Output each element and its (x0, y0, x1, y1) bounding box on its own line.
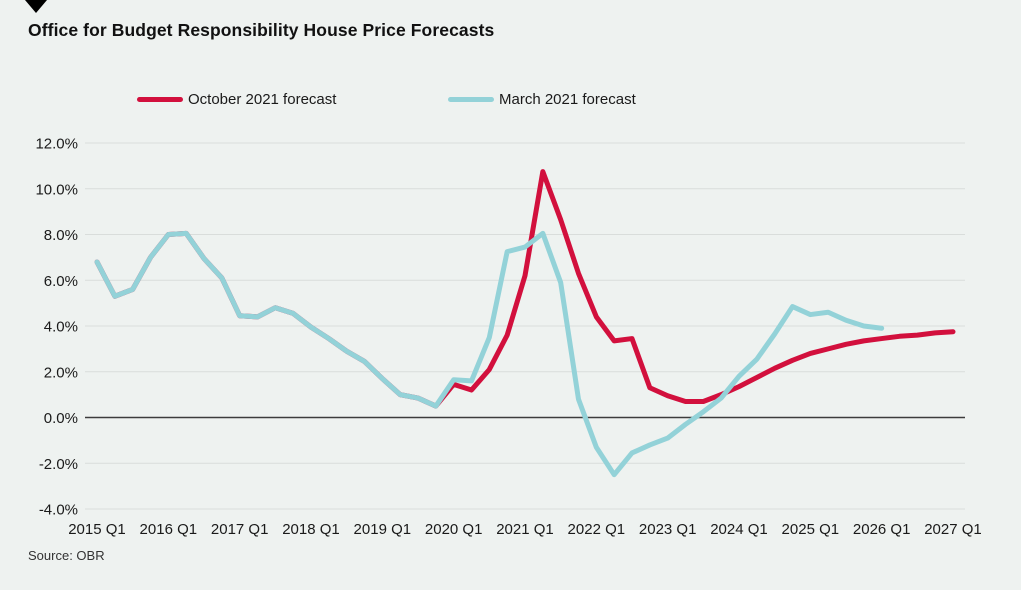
y-tick-label: 4.0% (44, 319, 78, 336)
x-tick-label: 2027 Q1 (924, 521, 982, 538)
x-tick-label: 2018 Q1 (282, 521, 340, 538)
y-tick-label: -2.0% (39, 456, 78, 473)
legend-swatch-october (137, 96, 183, 102)
legend-item-october: October 2021 forecast (137, 90, 336, 108)
x-tick-label: 2026 Q1 (853, 521, 911, 538)
legend-label-march: March 2021 forecast (499, 90, 636, 108)
x-tick-label: 2016 Q1 (140, 521, 198, 538)
y-tick-label: 2.0% (44, 364, 78, 381)
y-tick-label: 10.0% (35, 181, 78, 198)
down-triangle-icon (25, 0, 47, 13)
legend-label-october: October 2021 forecast (188, 90, 337, 108)
legend-item-march: March 2021 forecast (448, 90, 636, 108)
x-tick-label: 2017 Q1 (211, 521, 269, 538)
page-title: Office for Budget Responsibility House P… (28, 20, 495, 40)
x-tick-label: 2019 Q1 (354, 521, 412, 538)
x-tick-label: 2024 Q1 (710, 521, 768, 538)
y-tick-label: -4.0% (39, 502, 78, 519)
y-tick-label: 6.0% (44, 273, 78, 290)
y-tick-label: 0.0% (44, 410, 78, 427)
x-tick-label: 2015 Q1 (68, 521, 126, 538)
source-note: Source: OBR (28, 548, 105, 563)
x-tick-label: 2021 Q1 (496, 521, 554, 538)
x-tick-label: 2022 Q1 (568, 521, 626, 538)
legend-swatch-march (448, 96, 494, 102)
y-tick-label: 12.0% (35, 136, 78, 153)
y-tick-label: 8.0% (44, 227, 78, 244)
series-line-march-2021 (94, 230, 885, 478)
x-tick-label: 2023 Q1 (639, 521, 697, 538)
x-tick-label: 2025 Q1 (782, 521, 840, 538)
x-tick-label: 2020 Q1 (425, 521, 483, 538)
